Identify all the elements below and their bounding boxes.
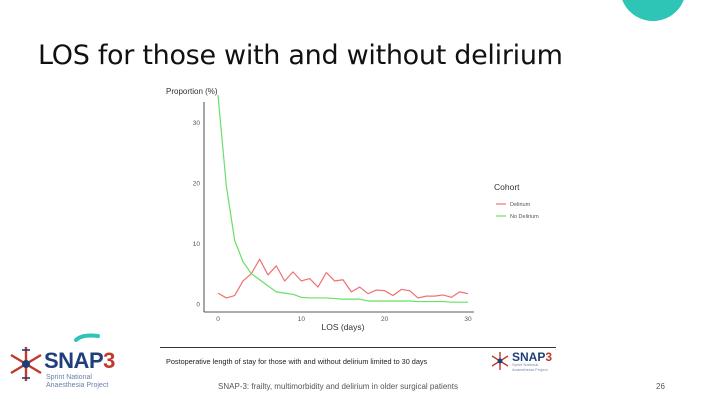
figure-caption: Postoperative length of stay for those w… <box>166 357 428 366</box>
y-axis-label: Proportion (%) <box>166 87 218 96</box>
caption-logo-wordmark: SNAP3 <box>512 350 553 364</box>
y-tick-label: 10 <box>193 241 201 248</box>
x-tick-label: 10 <box>298 316 306 323</box>
footer-text: SNAP-3: frailty, multimorbidity and deli… <box>218 382 458 391</box>
caption-snap3-logo: SNAP3 Sprint National Anaesthesia Projec… <box>490 350 556 374</box>
snowflake-big-logo-icon <box>10 347 42 381</box>
y-tick-label: 0 <box>196 302 200 309</box>
legend-label: No Delirium <box>510 214 539 220</box>
figure-caption-box: Postoperative length of stay for those w… <box>160 347 556 376</box>
los-line-chart: Proportion (%) 0 10 20 30 0 10 20 30 LOS (days… <box>166 87 539 332</box>
series-line-delirium <box>217 258 469 299</box>
x-tick-label: 0 <box>216 316 220 323</box>
teal-swoosh-icon <box>74 333 100 342</box>
snap3-logo: SNAP3 Sprint National Anaesthesia Projec… <box>6 330 146 400</box>
snowflake-logo-icon <box>491 352 509 370</box>
x-axis-label: LOS (days) <box>322 322 365 332</box>
x-ticks: 0 10 20 30 <box>216 316 472 323</box>
logo-subtitle: Sprint National Anaesthesia Project <box>46 374 109 389</box>
caption-logo-subtitle: Sprint National Anaesthesia Project <box>512 362 548 372</box>
y-ticks: 0 10 20 30 <box>193 120 201 309</box>
logo-wordmark: SNAP3 <box>44 348 115 373</box>
corner-accent-circle <box>620 0 686 21</box>
slide-title: LOS for those with and without delirium <box>38 40 563 71</box>
legend-title: Cohort <box>494 182 520 192</box>
legend-label: Delirium <box>510 202 531 208</box>
x-tick-label: 30 <box>464 316 472 323</box>
y-tick-label: 30 <box>193 120 201 127</box>
series-lines <box>217 94 469 303</box>
y-tick-label: 20 <box>193 180 201 187</box>
series-line-no-delirium <box>217 94 468 303</box>
x-tick-label: 20 <box>381 316 389 323</box>
legend: Cohort Delirium No Delirium <box>494 182 539 220</box>
page-number: 26 <box>656 382 665 391</box>
